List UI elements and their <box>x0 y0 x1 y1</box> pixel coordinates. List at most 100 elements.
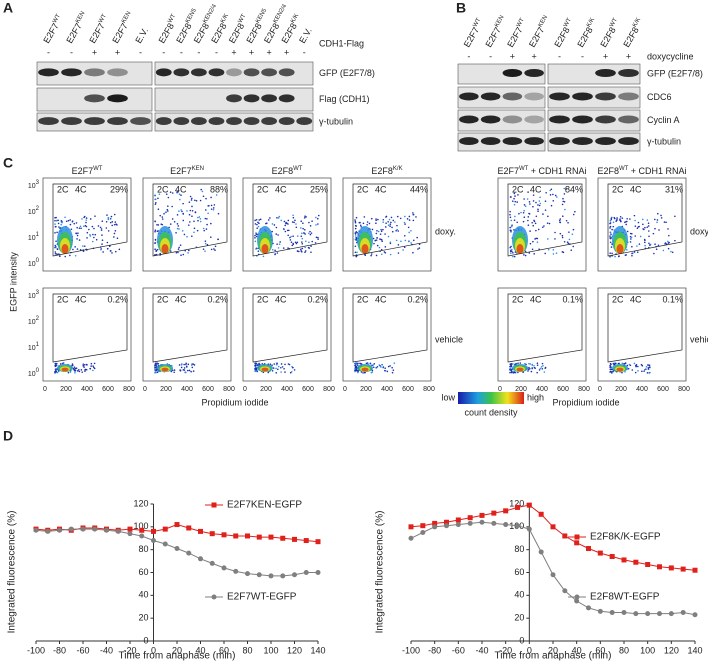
density-dot <box>204 217 207 220</box>
density-dot <box>108 245 111 248</box>
x-tick-label: 0 <box>243 386 247 393</box>
density-core <box>616 244 624 254</box>
band <box>278 68 295 77</box>
density-dot <box>154 230 156 233</box>
density-dot <box>287 229 290 232</box>
density-dot <box>192 363 195 365</box>
density-dot <box>80 369 83 371</box>
density-dot <box>173 371 175 374</box>
density-dot <box>355 216 358 219</box>
y-tick-label: 103 <box>28 180 40 190</box>
density-dot <box>636 245 638 247</box>
density-dot <box>298 250 300 253</box>
density-dot <box>206 218 208 220</box>
density-dot <box>171 369 174 372</box>
density-dot <box>207 212 209 215</box>
density-dot <box>156 371 159 374</box>
density-dot <box>300 227 302 229</box>
density-dot <box>572 245 575 248</box>
density-dot <box>178 246 180 249</box>
density-dot <box>183 233 186 236</box>
lane-label-sup: K/K <box>586 17 596 28</box>
density-dot <box>308 241 310 244</box>
lane-sign: - <box>162 47 165 57</box>
density-dot <box>510 225 513 228</box>
density-dot <box>317 236 319 239</box>
density-dot <box>372 364 375 366</box>
density-dot <box>94 233 97 236</box>
density-dot <box>296 250 299 252</box>
band <box>459 92 479 101</box>
density-dot <box>182 253 185 256</box>
density-dot <box>559 218 562 220</box>
density-dot <box>509 213 511 216</box>
marker <box>186 525 192 531</box>
band <box>130 117 151 126</box>
lane-label: E.V. <box>297 26 314 45</box>
density-dot <box>67 371 70 374</box>
density-dot <box>182 202 184 205</box>
density-dot <box>56 231 58 234</box>
density-dot <box>369 362 372 365</box>
lane-label-base: E2F8 <box>599 26 618 50</box>
density-dot <box>544 252 546 255</box>
density-dot <box>552 193 554 196</box>
marker <box>515 523 520 529</box>
x-tick-label: 120 <box>664 645 679 655</box>
density-dot <box>214 245 217 248</box>
density-dot <box>532 194 535 196</box>
density-dot <box>155 250 158 252</box>
density-dot <box>654 227 656 230</box>
density-dot <box>54 216 56 219</box>
gate-label: 2C <box>257 294 269 304</box>
lane-sign: - <box>467 51 470 61</box>
y-tick-label: 0 <box>143 635 148 645</box>
x-tick-label: 200 <box>260 386 272 393</box>
density-dot <box>528 366 530 369</box>
density-dot <box>528 252 531 254</box>
marker <box>139 533 145 539</box>
density-dot <box>269 217 271 219</box>
y-tick-label-base: 10 <box>28 319 36 326</box>
density-dot <box>257 250 260 252</box>
density-dot <box>354 219 356 221</box>
density-dot <box>205 228 208 230</box>
plot-title-base: E2F7 <box>170 166 192 176</box>
y-tick-label-sup: 0 <box>36 258 40 264</box>
density-dot <box>523 204 526 206</box>
density-dot <box>392 219 395 222</box>
density-dot <box>85 217 88 219</box>
blot-strip <box>457 132 546 152</box>
density-dot <box>648 235 650 238</box>
density-dot <box>203 229 206 232</box>
density-dot <box>660 214 662 217</box>
density-dot <box>667 247 670 250</box>
density-dot <box>167 210 169 212</box>
density-dot <box>390 221 392 224</box>
density-dot <box>609 370 612 373</box>
lane-label-base: E2F7 <box>111 22 130 46</box>
density-dot <box>652 232 655 235</box>
marker <box>127 526 133 532</box>
density-dot <box>559 221 561 224</box>
marker <box>408 524 414 530</box>
density-dot <box>541 362 544 365</box>
density-dot <box>271 364 273 366</box>
density-dot <box>55 219 58 222</box>
density-dot <box>311 220 313 222</box>
density-dot <box>300 250 302 252</box>
density-dot <box>295 223 297 225</box>
density-dot <box>100 229 103 231</box>
band <box>38 68 59 77</box>
marker <box>562 533 568 539</box>
density-dot <box>59 363 62 365</box>
marker <box>586 605 591 611</box>
x-tick-label: -80 <box>53 645 66 655</box>
density-dot <box>167 196 170 199</box>
density-dot <box>359 224 362 227</box>
density-dot <box>641 364 644 367</box>
density-dot <box>648 230 650 232</box>
marker <box>174 546 180 552</box>
band <box>278 94 295 103</box>
marker <box>479 512 485 518</box>
